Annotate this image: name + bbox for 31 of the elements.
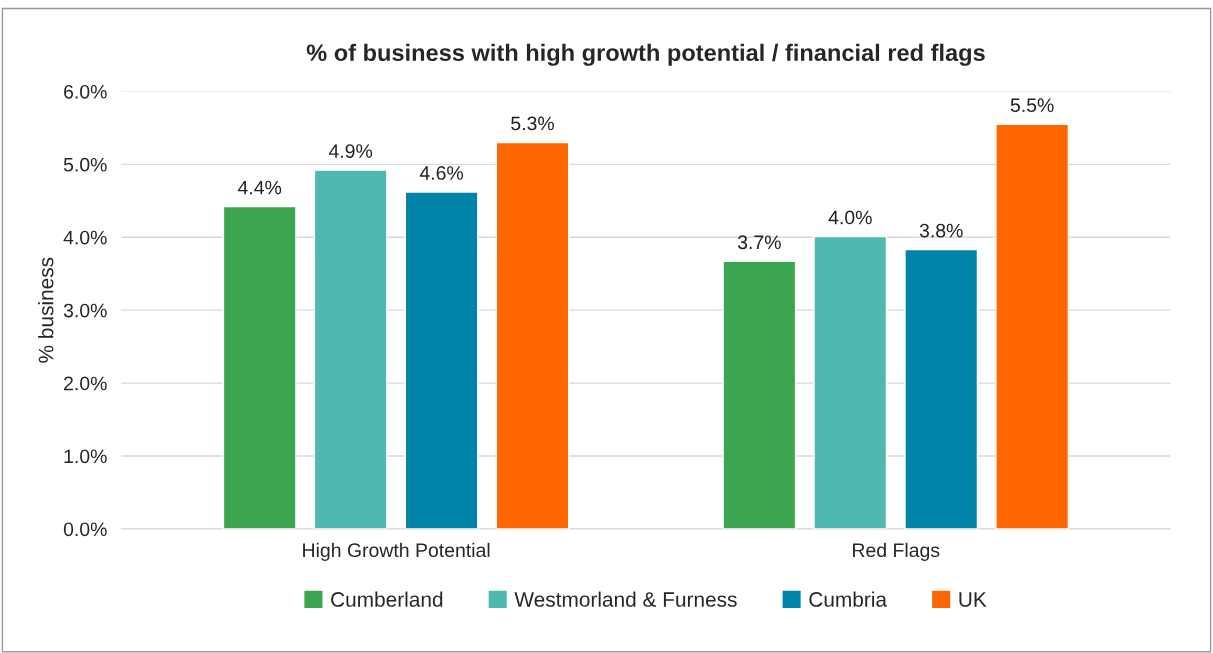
legend-label: Cumbria [809,591,888,607]
y-tick-label: 0.0% [63,522,107,537]
bar [404,191,479,529]
data-label: 5.5% [1010,98,1054,113]
legend-label: Westmorland & Furness [514,591,737,607]
y-tick-label: 3.0% [63,303,107,318]
bar [722,260,797,529]
x-tick-label: High Growth Potential [303,542,490,561]
data-label: 3.7% [737,235,781,250]
data-label: 4.6% [419,166,464,180]
y-tick-label: 5.0% [63,157,107,172]
bar [904,248,979,529]
data-label: 5.3% [511,116,554,131]
data-label: 4.0% [828,210,872,225]
chart-title: % of business with high growth potential / financial red flags [306,43,985,66]
bar [313,169,388,529]
y-tick-label: 1.0% [64,449,107,464]
bar [495,141,570,529]
legend-label: Cumberland [331,591,443,607]
bar [995,123,1070,529]
y-axis-title: % business [38,257,54,363]
y-tick-label: 4.0% [63,230,107,245]
data-label: 3.8% [919,223,963,238]
legend-label: UK [959,592,987,607]
data-label: 4.4% [237,180,282,195]
bar [813,235,888,529]
data-label: 4.9% [328,144,373,158]
y-tick-label: 2.0% [64,376,107,391]
bar [222,205,297,529]
y-tick-label: 6.0% [64,84,107,99]
x-tick-label: Red Flags [853,542,940,561]
